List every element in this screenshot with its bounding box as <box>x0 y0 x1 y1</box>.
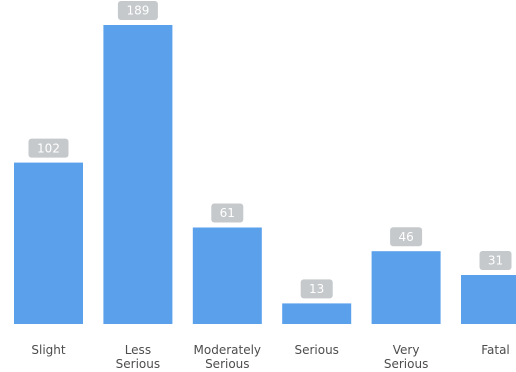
x-tick-label-line: Moderately <box>194 343 262 357</box>
value-text-serious: 13 <box>309 282 324 296</box>
x-tick-label-line: Serious <box>294 343 338 357</box>
value-text-fatal: 31 <box>488 254 503 268</box>
x-tick-label-line: Fatal <box>481 343 510 357</box>
value-text-slight: 102 <box>37 141 60 155</box>
value-badge-fatal <box>479 251 512 270</box>
value-label-less-serious: 189 <box>117 1 158 20</box>
value-text-moderately-serious: 61 <box>220 206 235 220</box>
x-tick-label-very-serious: Very Serious <box>384 343 428 371</box>
x-tick-label-line: Very <box>393 343 420 357</box>
value-label-slight: 102 <box>28 138 69 158</box>
x-tick-label-line: Less <box>125 343 151 357</box>
bar-fatal <box>461 275 516 324</box>
value-label-fatal: 31 <box>479 251 512 270</box>
bars-group <box>14 25 516 324</box>
x-tick-label-fatal: Fatal <box>481 343 510 357</box>
bar-moderately-serious <box>192 227 262 324</box>
x-tick-label-line: Slight <box>31 343 66 357</box>
value-label-very-serious: 46 <box>390 227 423 247</box>
x-tick-label-moderately-serious: Moderately Serious <box>194 343 262 371</box>
value-badge-slight <box>28 138 69 158</box>
x-tick-label-line: Serious <box>384 357 428 371</box>
value-badge-less-serious <box>117 1 158 20</box>
x-tick-label-line: Serious <box>116 357 160 371</box>
bar-less-serious <box>103 25 173 324</box>
value-label-serious: 13 <box>300 279 333 299</box>
x-tick-label-slight: Slight <box>31 343 66 357</box>
value-text-very-serious: 46 <box>398 230 413 244</box>
x-tick-label-less-serious: Less Serious <box>116 343 160 371</box>
value-badge-very-serious <box>390 227 423 247</box>
value-label-moderately-serious: 61 <box>211 203 244 223</box>
bar-very-serious <box>371 251 441 324</box>
bar-serious <box>282 303 352 324</box>
value-text-less-serious: 189 <box>126 4 149 18</box>
bar-slight <box>14 162 83 324</box>
value-badge-serious <box>300 279 333 299</box>
x-tick-label-serious: Serious <box>294 343 338 357</box>
value-labels-group: 102 189 61 13 46 31 <box>28 1 512 299</box>
value-badge-moderately-serious <box>211 203 244 223</box>
x-tick-label-line: Serious <box>205 357 249 371</box>
